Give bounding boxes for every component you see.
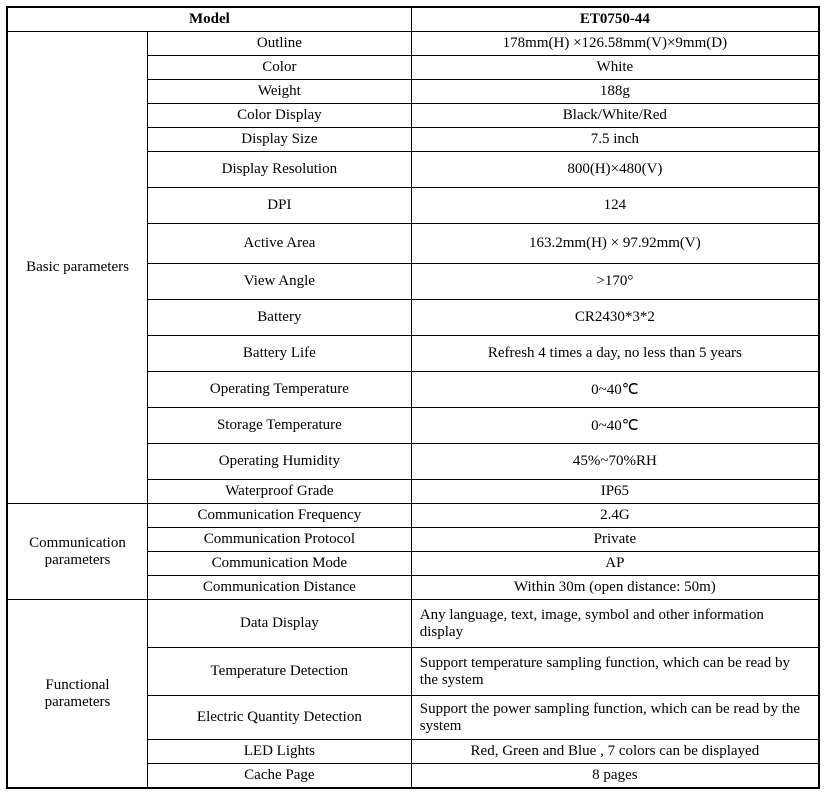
row-value: CR2430*3*2 [411, 300, 819, 336]
row-value: Any language, text, image, symbol and ot… [411, 600, 819, 648]
row-label: Battery Life [148, 336, 412, 372]
row-value: Black/White/Red [411, 104, 819, 128]
category-basic: Basic parameters [7, 32, 148, 504]
row-label: Weight [148, 80, 412, 104]
row-value: White [411, 56, 819, 80]
row-value: Red, Green and Blue , 7 colors can be di… [411, 740, 819, 764]
row-value: 0~40℃ [411, 372, 819, 408]
row-label: Communication Frequency [148, 504, 412, 528]
row-value: 188g [411, 80, 819, 104]
row-label: Storage Temperature [148, 408, 412, 444]
row-value: IP65 [411, 480, 819, 504]
category-functional: Functional parameters [7, 600, 148, 789]
row-value: Private [411, 528, 819, 552]
row-value: >170° [411, 264, 819, 300]
row-label: Active Area [148, 224, 412, 264]
header-row: Model ET0750-44 [7, 7, 819, 32]
row-label: Outline [148, 32, 412, 56]
row-value: 0~40℃ [411, 408, 819, 444]
row-label: Display Resolution [148, 152, 412, 188]
row-value: AP [411, 552, 819, 576]
row-label: Operating Humidity [148, 444, 412, 480]
row-label: Communication Mode [148, 552, 412, 576]
row-label: Color [148, 56, 412, 80]
row-label: Battery [148, 300, 412, 336]
row-value: Support the power sampling function, whi… [411, 696, 819, 740]
row-label: LED Lights [148, 740, 412, 764]
row-value: 7.5 inch [411, 128, 819, 152]
row-label: Data Display [148, 600, 412, 648]
row-value: Support temperature sampling function, w… [411, 648, 819, 696]
header-model: Model [7, 7, 411, 32]
table-row: Functional parameters Data Display Any l… [7, 600, 819, 648]
row-value: 45%~70%RH [411, 444, 819, 480]
row-label: View Angle [148, 264, 412, 300]
header-value: ET0750-44 [411, 7, 819, 32]
row-value: 178mm(H) ×126.58mm(V)×9mm(D) [411, 32, 819, 56]
row-label: Color Display [148, 104, 412, 128]
spec-table: Model ET0750-44 Basic parameters Outline… [6, 6, 820, 789]
table-row: Basic parameters Outline 178mm(H) ×126.5… [7, 32, 819, 56]
row-label: Display Size [148, 128, 412, 152]
row-value: 124 [411, 188, 819, 224]
row-label: Cache Page [148, 764, 412, 789]
row-label: Communication Protocol [148, 528, 412, 552]
row-value: 2.4G [411, 504, 819, 528]
row-label: Waterproof Grade [148, 480, 412, 504]
row-value: 8 pages [411, 764, 819, 789]
row-label: Temperature Detection [148, 648, 412, 696]
row-label: Electric Quantity Detection [148, 696, 412, 740]
row-value: 163.2mm(H) × 97.92mm(V) [411, 224, 819, 264]
row-label: DPI [148, 188, 412, 224]
row-value: 800(H)×480(V) [411, 152, 819, 188]
row-value: Within 30m (open distance: 50m) [411, 576, 819, 600]
row-value: Refresh 4 times a day, no less than 5 ye… [411, 336, 819, 372]
row-label: Communication Distance [148, 576, 412, 600]
table-row: Communication parameters Communication F… [7, 504, 819, 528]
row-label: Operating Temperature [148, 372, 412, 408]
spec-table-body: Basic parameters Outline 178mm(H) ×126.5… [7, 32, 819, 789]
category-communication: Communication parameters [7, 504, 148, 600]
